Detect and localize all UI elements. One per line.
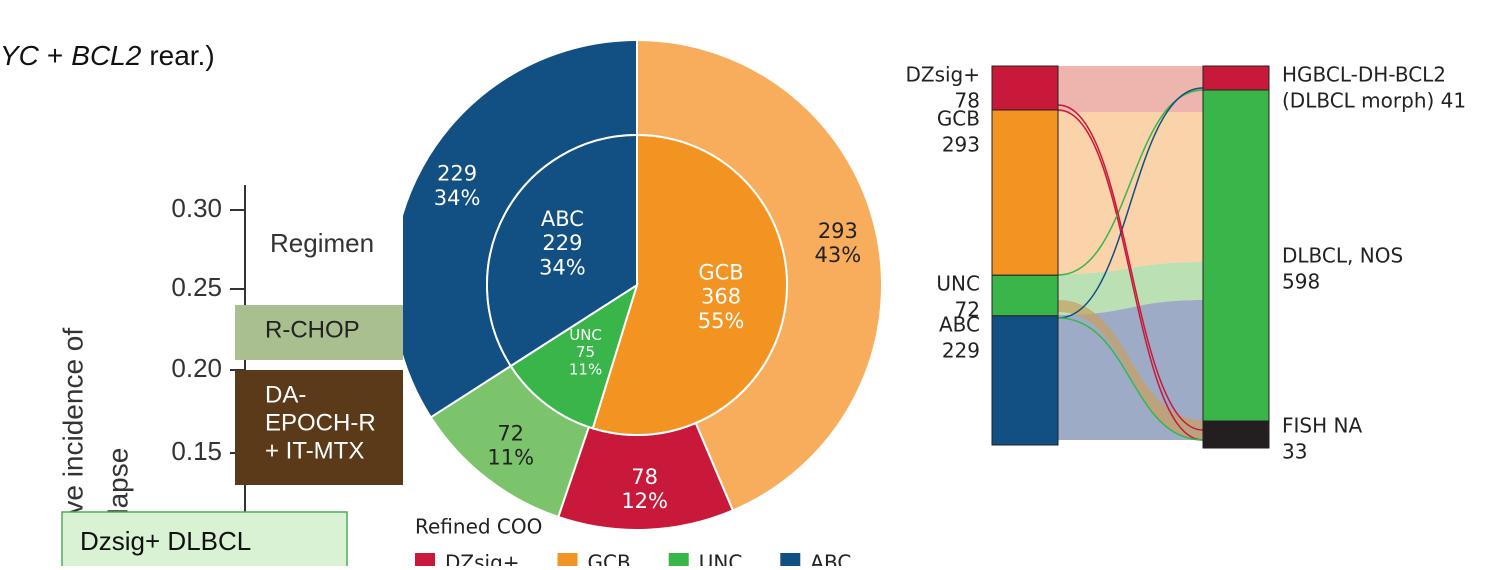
y-tick-label: 0.25 — [171, 272, 222, 302]
callout-box — [61, 511, 348, 570]
sankey-line — [1057, 87, 1204, 319]
node-label: 598 — [1282, 270, 1320, 294]
header-part: rear.) — [149, 40, 214, 71]
node-label: HGBCL-DH-BCL2 — [1282, 63, 1446, 87]
sankey-node — [991, 65, 1059, 111]
node-label: DZsig+ — [905, 63, 980, 87]
node-label: ABC — [939, 312, 980, 336]
sankey-flow — [1058, 300, 1203, 440]
legend-swatch — [415, 553, 435, 566]
wedge-label: 72 — [497, 421, 524, 445]
legend-title: Regimen — [270, 228, 374, 258]
legend-label: DZsig+ — [445, 551, 520, 567]
sankey-node — [991, 315, 1059, 446]
node-label: GCB — [937, 106, 980, 130]
legend-label: R-CHOP — [265, 316, 360, 343]
y-tick-label: 0.20 — [171, 353, 222, 383]
wedge — [591, 133, 788, 436]
node-label: (DLBCL morph) 41 — [1282, 89, 1466, 113]
sankey-node — [1202, 89, 1270, 422]
wedge-label: 55% — [698, 309, 745, 333]
wedge-label: 229 — [542, 231, 582, 255]
legend-label: DA- — [265, 381, 306, 408]
wedge-label: 368 — [701, 285, 741, 309]
figure-panel: 29343%7812%7211%22934%GCB36855%UNC7511%A… — [403, 8, 1499, 567]
header-part: YC — [0, 40, 40, 71]
node-value: 229 — [942, 338, 980, 362]
sankey-line — [1057, 104, 1204, 431]
wedge-label: 78 — [631, 465, 658, 489]
wedge-label: 75 — [576, 343, 595, 361]
legend-swatch — [668, 553, 689, 566]
sankey-node — [991, 274, 1059, 317]
legend-label: ABC — [810, 551, 851, 567]
node-value: 78 — [955, 89, 980, 113]
wedge-label: 11% — [487, 446, 534, 470]
wedge-label: GCB — [698, 261, 743, 285]
wedge-label: 12% — [621, 489, 668, 513]
callout: Dzsig+ DLBCL — [80, 526, 251, 556]
legend-swatch — [557, 553, 578, 566]
wedge-label: ABC — [541, 207, 584, 231]
legend-box — [235, 370, 405, 485]
y-tick-label: 0.30 — [171, 193, 222, 223]
wedge — [486, 133, 638, 368]
wedge-label: 34% — [434, 186, 481, 210]
node-label: DLBCL, NOS — [1282, 244, 1403, 268]
legend-label: + IT-MTX — [265, 437, 364, 464]
wedge-label: 43% — [815, 243, 862, 267]
node-label: 33 — [1282, 440, 1307, 464]
wedge-label: 34% — [539, 255, 586, 279]
y-tick-label: 0.15 — [171, 436, 222, 466]
sankey-line — [1057, 317, 1204, 441]
wedge-label: 229 — [437, 162, 477, 186]
sankey-node — [1202, 420, 1270, 449]
legend-title: Refined COO — [415, 515, 542, 539]
legend-label: EPOCH-R — [265, 409, 376, 436]
legend-swatch — [780, 553, 801, 566]
sankey-node — [991, 109, 1059, 276]
node-label: UNC — [936, 272, 980, 296]
sankey-line — [1057, 109, 1204, 441]
legend-label: GCB — [588, 551, 631, 567]
node-value: 72 — [955, 298, 980, 322]
legend-label: UNC — [699, 551, 743, 567]
header: YC + BCL2 rear.) — [0, 40, 215, 71]
sankey-flow — [1058, 112, 1203, 274]
node-label: FISH NA — [1282, 414, 1362, 438]
header-part: + — [47, 40, 63, 71]
sankey-flow — [1058, 66, 1203, 112]
wedge — [509, 282, 639, 430]
wedge-label: 293 — [818, 219, 858, 243]
wedge-label: 11% — [569, 360, 602, 378]
header-part: BCL2 — [71, 40, 141, 71]
sankey-node — [1202, 65, 1270, 91]
wedge-label: UNC — [569, 326, 602, 344]
sankey-flow — [1058, 262, 1203, 315]
node-value: 293 — [942, 132, 980, 156]
legend-box — [235, 305, 405, 360]
